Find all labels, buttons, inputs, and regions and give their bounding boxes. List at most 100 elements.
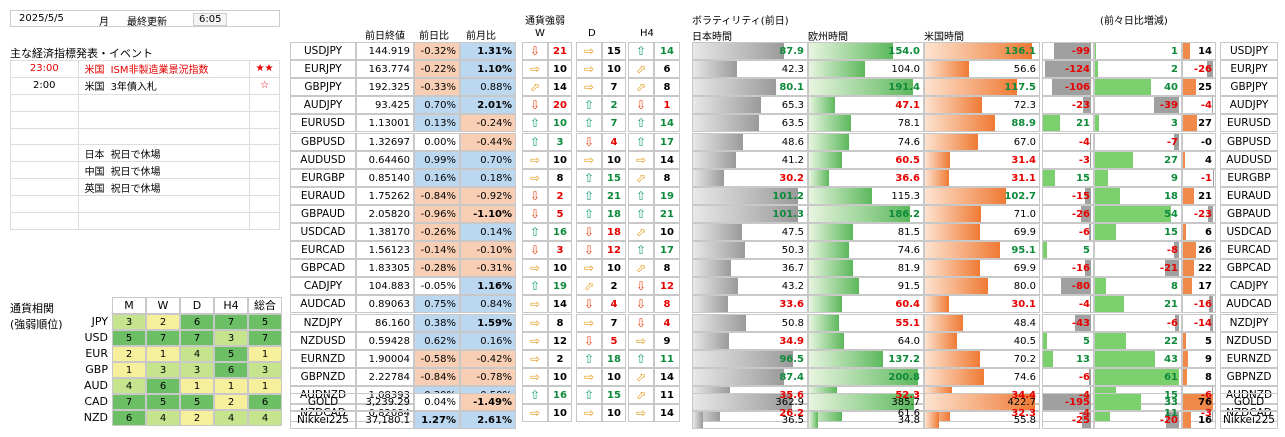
date-text: 2025/5/5 (19, 13, 64, 24)
pair-label-right[interactable]: USDJPY (1220, 42, 1278, 60)
pair-label-right[interactable]: CADJPY (1220, 277, 1278, 296)
strength-arrow-icon: ⇩ (628, 295, 654, 314)
pair-label-right[interactable]: NZDUSD (1220, 331, 1278, 350)
pair-label-right[interactable]: AUDUSD (1220, 150, 1278, 169)
inc-us: 76 (1182, 393, 1216, 411)
vol-jp: 50.8 (692, 313, 808, 332)
vol-bar (809, 278, 859, 295)
pair-label[interactable]: EURGBP (290, 168, 356, 187)
pair-label-right[interactable]: GBPAUD (1220, 204, 1278, 223)
vol-value: 154.0 (888, 46, 920, 57)
pair-label-right[interactable]: USDCAD (1220, 223, 1278, 241)
pair-label[interactable]: GBPAUD (290, 204, 356, 223)
pair-label[interactable]: NZDUSD (290, 331, 356, 350)
inc-bar-neg (1082, 97, 1091, 114)
month-change: -0.42% (460, 349, 516, 368)
inc-value: 40 (1164, 82, 1178, 94)
inc-value: -39 (1159, 100, 1178, 112)
vol-bar (809, 187, 872, 204)
pair-label-right[interactable]: AUDCAD (1220, 295, 1278, 314)
inc-value: -16 (1193, 299, 1212, 311)
pair-label[interactable]: USDJPY (290, 42, 356, 60)
inc-bar-neg (1207, 205, 1213, 222)
inc-value: -195 (1064, 397, 1090, 408)
vol-us: 95.1 (924, 241, 1040, 260)
inc-us: 21 (1182, 186, 1216, 205)
close-value: 2.05820 (356, 204, 414, 223)
pair-label[interactable]: Nikkei225 (290, 411, 356, 429)
pair-label-right[interactable]: GBPJPY (1220, 78, 1278, 97)
pair-label[interactable]: GBPJPY (290, 78, 356, 97)
pair-label[interactable]: EURNZD (290, 349, 356, 368)
vol-value: 42.3 (781, 64, 804, 76)
pair-label-right[interactable]: EURGBP (1220, 168, 1278, 187)
vol-jp: 63.5 (692, 114, 808, 133)
pair-label-right[interactable]: GBPNZD (1220, 367, 1278, 386)
inc-value: 9 (1171, 172, 1178, 184)
event-stars: ☆ (249, 76, 280, 95)
pair-label-right[interactable]: EURCAD (1220, 241, 1278, 260)
inc-jp: -6 (1042, 223, 1094, 241)
inc-value: 8 (1171, 281, 1178, 293)
event-name (77, 127, 251, 146)
vol-value: 80.0 (1013, 281, 1036, 293)
pair-label-right[interactable]: EURNZD (1220, 349, 1278, 368)
pair-label[interactable]: EURAUD (290, 186, 356, 205)
pair-label[interactable]: EURUSD (290, 114, 356, 133)
inc-jp: -23 (1042, 96, 1094, 115)
inc-value: -26 (1071, 208, 1090, 220)
pair-label[interactable]: CADJPY (290, 277, 356, 296)
event-time (10, 127, 79, 146)
vol-us: 31.4 (924, 150, 1040, 169)
inc-bar-pos (1095, 61, 1098, 78)
inc-bar-pos (1095, 43, 1097, 59)
corr-header: W (146, 297, 180, 314)
strength-number: 10 (602, 150, 626, 169)
pair-label[interactable]: EURCAD (290, 241, 356, 260)
hdr-w: W (535, 28, 545, 39)
vol-us: 67.0 (924, 132, 1040, 151)
day-change: -0.26% (414, 223, 460, 241)
inc-eu: 18 (1094, 186, 1182, 205)
vol-value: 362.9 (775, 397, 804, 408)
pair-label-right[interactable]: Nikkei225 (1220, 411, 1278, 429)
pair-label-right[interactable]: EURUSD (1220, 114, 1278, 133)
pair-label-right[interactable]: GBPCAD (1220, 259, 1278, 278)
vol-us: 70.2 (924, 349, 1040, 368)
pair-label-right[interactable]: EURJPY (1220, 60, 1278, 79)
pair-label[interactable]: AUDJPY (290, 96, 356, 115)
pair-label[interactable]: GBPUSD (290, 132, 356, 151)
vol-us: 30.1 (924, 295, 1040, 314)
close-value: 1.13001 (356, 114, 414, 133)
pair-label[interactable]: GBPCAD (290, 259, 356, 278)
vol-value: 80.1 (779, 82, 804, 94)
vol-eu: 81.5 (808, 223, 924, 241)
inc-bar-neg (1085, 260, 1091, 277)
strength-arrow-icon: ⇨ (628, 150, 654, 169)
pair-label-right[interactable]: EURAUD (1220, 186, 1278, 205)
pair-label[interactable]: GBPNZD (290, 367, 356, 386)
vol-eu: 186.2 (808, 204, 924, 223)
vol-value: 81.5 (897, 227, 920, 238)
pair-label[interactable]: EURJPY (290, 60, 356, 79)
vol-us: 88.9 (924, 114, 1040, 133)
hdr-volatility: ボラティリティ(前日) (692, 16, 789, 27)
pair-label[interactable]: USDCAD (290, 223, 356, 241)
month-change: 0.88% (460, 78, 516, 97)
pair-label-right[interactable]: AUDJPY (1220, 96, 1278, 115)
pair-label[interactable]: NZDJPY (290, 313, 356, 332)
strength-arrow-icon: ⇨ (522, 60, 548, 79)
inc-bar-pos (1043, 332, 1047, 349)
pair-label[interactable]: GOLD (290, 393, 356, 411)
pair-label-right[interactable]: GOLD (1220, 393, 1278, 411)
strength-number: 15 (602, 42, 626, 60)
pair-label[interactable]: AUDCAD (290, 295, 356, 314)
strength-number: 19 (548, 277, 572, 296)
strength-arrow-icon: ⇨ (576, 60, 602, 79)
pair-label-right[interactable]: NZDJPY (1220, 313, 1278, 332)
vol-value: 71.0 (1013, 208, 1036, 220)
vol-bar (693, 205, 798, 222)
pair-label[interactable]: AUDUSD (290, 150, 356, 169)
pair-label-right[interactable]: GBPUSD (1220, 132, 1278, 151)
hdr-h4: H4 (640, 28, 654, 39)
